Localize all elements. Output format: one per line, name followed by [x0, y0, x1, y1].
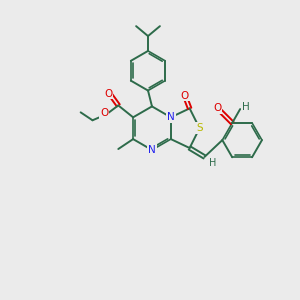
Text: O: O — [100, 108, 109, 118]
Text: N: N — [167, 112, 175, 122]
Text: O: O — [213, 103, 221, 113]
Text: O: O — [181, 91, 189, 100]
Text: O: O — [104, 88, 112, 98]
Text: N: N — [148, 145, 156, 155]
Text: H: H — [242, 102, 250, 112]
Text: S: S — [196, 123, 203, 133]
Text: H: H — [209, 158, 216, 168]
